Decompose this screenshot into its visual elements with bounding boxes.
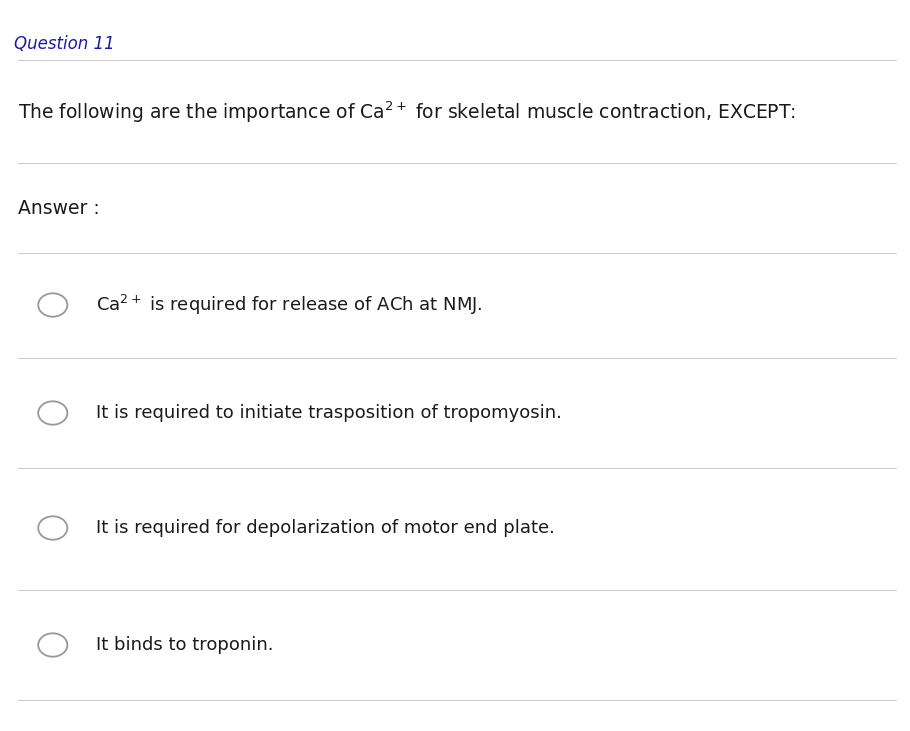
Text: It binds to troponin.: It binds to troponin. — [96, 636, 273, 654]
Text: It is required for depolarization of motor end plate.: It is required for depolarization of mot… — [96, 519, 554, 537]
Text: Answer :: Answer : — [18, 199, 100, 218]
Text: It is required to initiate trasposition of tropomyosin.: It is required to initiate trasposition … — [96, 404, 561, 422]
Text: Ca$^{2+}$ is required for release of ACh at NMJ.: Ca$^{2+}$ is required for release of ACh… — [96, 293, 482, 317]
Text: The following are the importance of Ca$^{2+}$ for skeletal muscle contraction, E: The following are the importance of Ca$^… — [18, 99, 796, 125]
Text: Question 11: Question 11 — [14, 35, 115, 53]
